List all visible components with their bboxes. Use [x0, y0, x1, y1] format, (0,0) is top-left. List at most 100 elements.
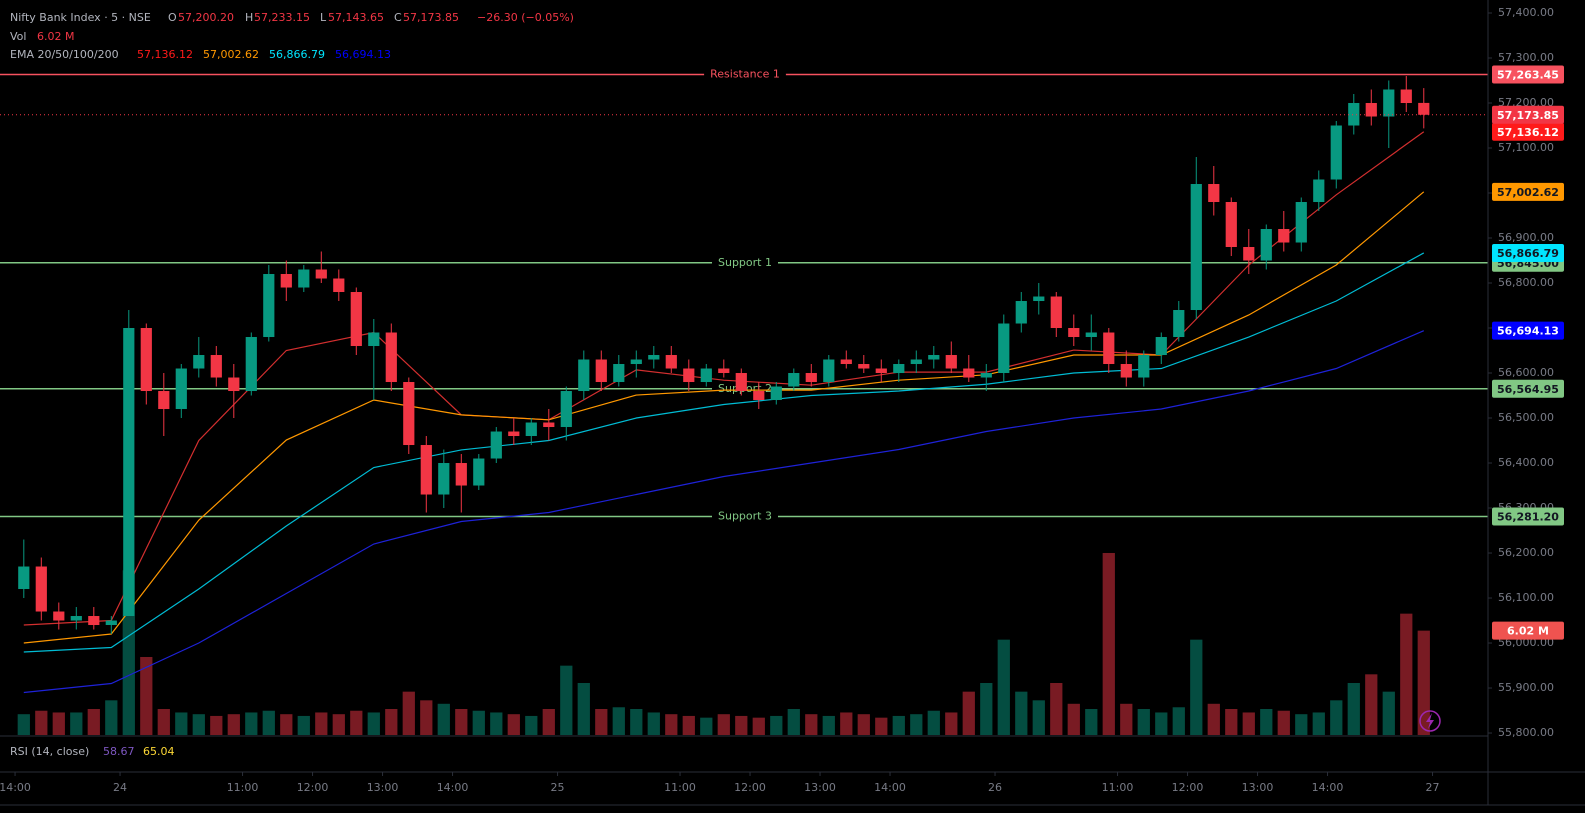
candle-body — [280, 274, 292, 288]
x-tick-label: 26 — [988, 781, 1002, 794]
legend-value: 57,143.65 — [328, 11, 384, 24]
volume-bar — [297, 715, 310, 735]
volume-bar — [752, 717, 765, 735]
volume-bar — [350, 710, 363, 735]
ema-badge: 57,136.12 — [1497, 126, 1559, 139]
x-tick-label: 11:00 — [1102, 781, 1134, 794]
candle-body — [928, 355, 940, 360]
candle-body — [70, 616, 82, 621]
candle-body — [525, 422, 537, 437]
volume-bar — [1260, 708, 1273, 735]
candle-body — [1033, 296, 1045, 302]
candle-body — [1208, 184, 1220, 203]
candle-body — [1138, 355, 1150, 378]
last-price-badge-bg — [1492, 105, 1564, 124]
candle-body — [123, 328, 135, 617]
volume-bar — [437, 703, 450, 735]
volume-bar — [577, 682, 590, 735]
candle-body — [595, 359, 607, 383]
candle-body — [210, 355, 222, 378]
legend-value: 57,173.85 — [403, 11, 459, 24]
y-tick-label: 57,400.00 — [1498, 6, 1554, 19]
candle-body — [1365, 103, 1377, 117]
candle-body — [158, 391, 170, 410]
volume-bar — [525, 715, 538, 735]
candle-body — [805, 373, 817, 383]
candle-body — [1400, 89, 1412, 104]
chart-title: Nifty Bank Index · 5 · NSE — [10, 11, 151, 24]
volume-bar — [770, 715, 783, 735]
candle-body — [1068, 328, 1080, 338]
volume-bar — [472, 710, 485, 735]
volume-bar — [1312, 712, 1325, 735]
alert-icon[interactable] — [1419, 710, 1441, 732]
candle-body — [578, 359, 590, 392]
candle-body — [1155, 337, 1167, 356]
volume-bar — [997, 639, 1010, 735]
candle-body — [665, 355, 677, 369]
level-badge: 57,263.45 — [1497, 68, 1559, 81]
candle-body — [140, 328, 152, 392]
y-tick-label: 56,600.00 — [1498, 366, 1554, 379]
volume-bar — [717, 714, 730, 735]
volume-bar — [1067, 703, 1080, 735]
level-label: Support 1 — [718, 256, 772, 269]
volume-bar — [245, 712, 258, 735]
candle-body — [420, 445, 432, 495]
candle-body — [718, 368, 730, 374]
legend-key: C — [394, 11, 402, 24]
candle-body — [630, 359, 642, 365]
volume-bar — [52, 712, 65, 735]
level-label-bg — [712, 508, 778, 524]
candle-body — [473, 458, 485, 486]
volume-bar — [262, 710, 275, 735]
volume-bar — [1347, 682, 1360, 735]
candle-body — [1190, 184, 1202, 311]
y-tick-label: 56,100.00 — [1498, 591, 1554, 604]
ema-legend-value: 57,002.62 — [203, 48, 259, 61]
candle-body — [1278, 229, 1290, 243]
candle-body — [105, 620, 117, 626]
volume-bar — [402, 691, 415, 735]
ema-badge-bg — [1492, 182, 1564, 201]
candle-body — [18, 566, 30, 590]
volume-bar — [490, 712, 503, 735]
candle-body — [1085, 332, 1097, 338]
volume-bar — [17, 714, 30, 735]
candle-body — [788, 373, 800, 387]
volume-bar — [927, 710, 940, 735]
candle-body — [455, 463, 467, 486]
x-tick-label: 12:00 — [297, 781, 329, 794]
level-badge: 56,281.20 — [1497, 510, 1559, 523]
ema-badge: 56,694.13 — [1497, 325, 1559, 338]
y-tick-label: 56,500.00 — [1498, 411, 1554, 424]
volume-bar — [1207, 703, 1220, 735]
candle-body — [1260, 229, 1272, 261]
volume-bar — [1225, 708, 1238, 735]
volume-bar — [507, 714, 520, 735]
legend-key: L — [320, 11, 327, 24]
volume-badge: 6.02 M — [1507, 625, 1549, 638]
volume-bar — [227, 714, 240, 735]
rsi-value: 65.04 — [143, 745, 175, 758]
ema-badge-bg — [1492, 321, 1564, 340]
level-badge-bg — [1492, 379, 1564, 398]
candle-body — [245, 337, 257, 392]
volume-bar — [192, 714, 205, 735]
level-label-bg — [704, 66, 786, 82]
ema-legend-value: 56,866.79 — [269, 48, 325, 61]
volume-bar — [857, 714, 870, 735]
volume-bar — [1417, 630, 1430, 735]
candle-body — [403, 382, 415, 446]
volume-bar — [87, 708, 100, 735]
volume-bar — [542, 708, 555, 735]
volume-bar — [35, 710, 48, 735]
volume-bar — [315, 712, 328, 735]
volume-bar — [280, 714, 293, 735]
volume-bar — [980, 682, 993, 735]
volume-bar — [1400, 613, 1413, 735]
candle-body — [368, 332, 380, 347]
volume-legend: Vol — [10, 30, 26, 43]
volume-bar — [1102, 552, 1115, 735]
volume-bar — [700, 717, 713, 735]
